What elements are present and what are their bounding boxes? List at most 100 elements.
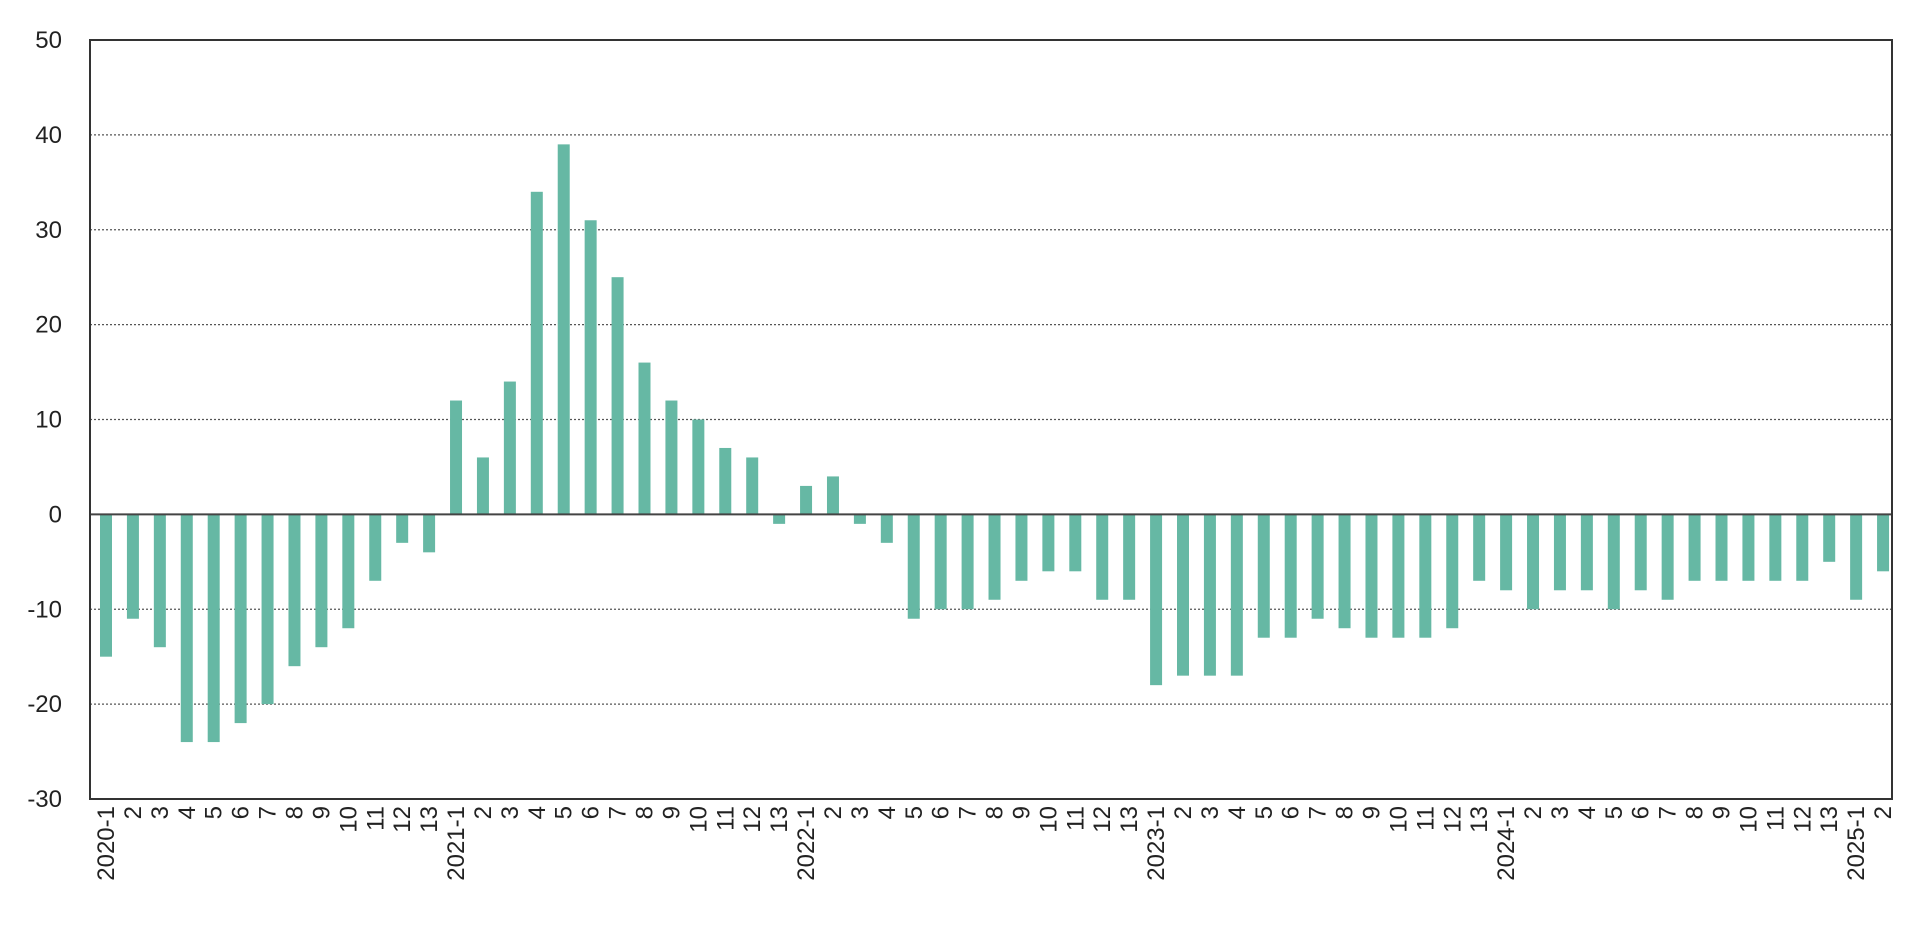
x-tick-label: 2023-1 <box>1143 806 1170 881</box>
x-tick-label: 12 <box>1789 806 1816 833</box>
x-tick-label: 3 <box>847 806 874 819</box>
bar <box>934 514 947 610</box>
bar <box>1607 514 1620 610</box>
y-tick-label: 20 <box>35 312 62 339</box>
bar <box>1473 514 1486 581</box>
x-tick-label: 4 <box>174 806 201 819</box>
gridlines <box>90 134 1892 705</box>
x-tick-label: 11 <box>1762 806 1789 831</box>
bar <box>503 381 516 515</box>
x-tick-label: 6 <box>928 806 955 819</box>
x-tick-label: 2 <box>1170 806 1197 819</box>
bar <box>1661 514 1674 600</box>
x-tick-label: 2020-1 <box>93 806 120 881</box>
bar <box>638 362 651 515</box>
x-tick-label: 2024-1 <box>1493 806 1520 881</box>
bar <box>1069 514 1082 572</box>
bar <box>880 514 893 543</box>
x-tick-label: 3 <box>147 806 174 819</box>
bar <box>1500 514 1513 591</box>
x-tick-label: 13 <box>1816 806 1843 833</box>
x-tick-label: 9 <box>308 806 335 819</box>
bar <box>665 400 678 515</box>
x-tick-label: 11 <box>362 806 389 831</box>
x-tick-label: 12 <box>739 806 766 833</box>
x-tick-label: 2025-1 <box>1843 806 1870 881</box>
bars <box>100 144 1890 743</box>
x-tick-label: 4 <box>874 806 901 819</box>
x-tick-label: 6 <box>578 806 605 819</box>
x-tick-label: 5 <box>1251 806 1278 819</box>
x-tick-label: 4 <box>1574 806 1601 819</box>
x-tick-label: 5 <box>1601 806 1628 819</box>
plot-frame <box>89 39 1893 800</box>
x-tick-label: 12 <box>389 806 416 833</box>
x-tick-label: 2022-1 <box>793 806 820 881</box>
bar <box>1042 514 1055 572</box>
x-tick-label: 7 <box>255 806 282 819</box>
x-tick-label: 7 <box>605 806 632 819</box>
x-tick-label: 13 <box>1116 806 1143 833</box>
bar <box>746 457 759 515</box>
bar <box>261 514 274 705</box>
y-tick-label: 0 <box>49 501 62 528</box>
x-tick-label: 9 <box>1008 806 1035 819</box>
x-tick-label: 13 <box>416 806 443 833</box>
x-tick-label: 6 <box>1278 806 1305 819</box>
x-tick-label: 10 <box>1035 806 1062 833</box>
bar <box>988 514 1001 600</box>
y-tick-label: 50 <box>35 27 62 54</box>
x-tick-label: 13 <box>1466 806 1493 833</box>
x-tick-label: 11 <box>712 806 739 831</box>
x-tick-label: 9 <box>1358 806 1385 819</box>
bar <box>1823 514 1836 562</box>
x-tick-label: 3 <box>497 806 524 819</box>
bar <box>315 514 328 648</box>
bar <box>584 220 597 515</box>
x-tick-label: 8 <box>1332 806 1359 819</box>
x-tick-label: 2 <box>1520 806 1547 819</box>
bar <box>180 514 193 743</box>
bar <box>1419 514 1432 638</box>
x-tick-label: 2021-1 <box>443 806 470 881</box>
bar <box>1527 514 1540 610</box>
plot-border <box>89 39 1893 800</box>
x-tick-label: 8 <box>1682 806 1709 819</box>
y-tick-label: -20 <box>27 691 62 718</box>
x-tick-label: 5 <box>901 806 928 819</box>
x-tick-label: 4 <box>524 806 551 819</box>
bar <box>1769 514 1782 581</box>
bar <box>1123 514 1136 600</box>
bar <box>1311 514 1324 619</box>
x-tick-label: 2 <box>1870 806 1897 819</box>
x-tick-label: 3 <box>1547 806 1574 819</box>
bar <box>1338 514 1351 629</box>
bar <box>719 447 732 515</box>
bar <box>1580 514 1593 591</box>
bar <box>1177 514 1189 676</box>
x-tick-label: 8 <box>632 806 659 819</box>
bar <box>369 514 382 581</box>
bar <box>1688 514 1701 581</box>
x-tick-label: 6 <box>1628 806 1655 819</box>
x-tick-label: 10 <box>685 806 712 833</box>
bar <box>288 514 301 667</box>
bar <box>557 144 570 515</box>
bar <box>1284 514 1297 638</box>
y-tick-label: 30 <box>35 217 62 244</box>
bar <box>1365 514 1378 638</box>
x-tick-label: 8 <box>281 806 308 819</box>
bar <box>1553 514 1566 591</box>
x-tick-label: 10 <box>1385 806 1412 833</box>
x-tick-label: 3 <box>1197 806 1224 819</box>
x-axis-tick-labels: 2020-1 2 3 4 5 6 7 8 9 10 11 12 13 2021-1 2 3 4 5 6 7 8 9 10 11… <box>93 806 1897 881</box>
bar <box>1150 514 1163 686</box>
y-tick-label: -10 <box>27 596 62 623</box>
bar <box>1796 514 1809 581</box>
bar <box>1850 514 1863 600</box>
x-tick-label: 7 <box>955 806 982 819</box>
bar <box>1230 514 1243 676</box>
bar <box>476 457 489 515</box>
y-tick-label: -30 <box>27 786 62 813</box>
